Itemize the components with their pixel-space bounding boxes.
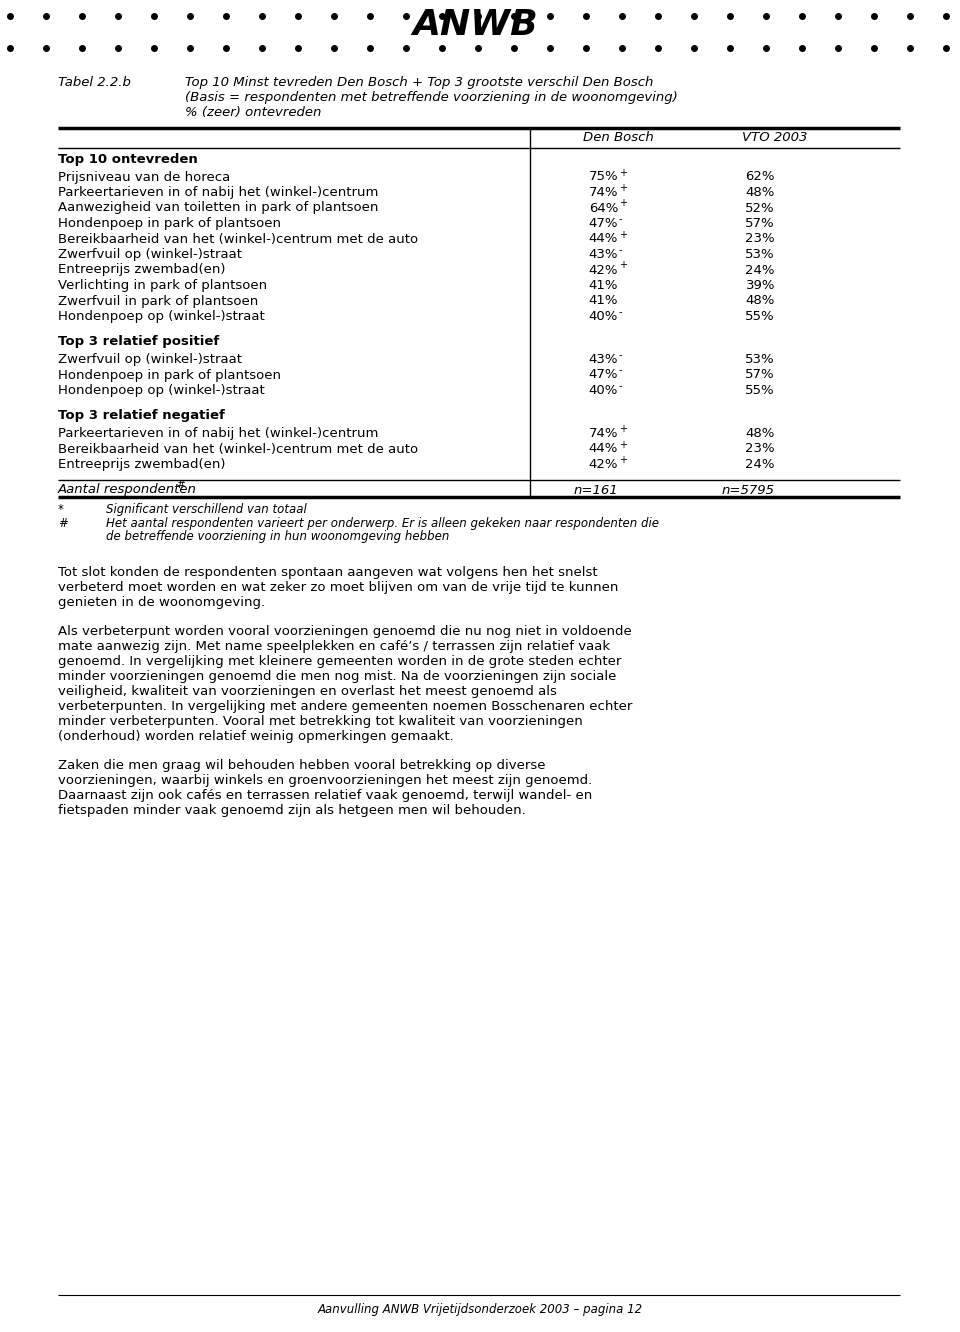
Text: 53%: 53% [745, 353, 775, 366]
Text: 41%: 41% [588, 278, 618, 292]
Text: Tabel 2.2.b: Tabel 2.2.b [58, 76, 131, 89]
Text: Zwerfvuil op (winkel-)straat: Zwerfvuil op (winkel-)straat [58, 248, 242, 261]
Text: +: + [619, 440, 627, 449]
Text: 57%: 57% [745, 217, 775, 230]
Text: Prijsniveau van de horeca: Prijsniveau van de horeca [58, 170, 230, 184]
Text: Entreeprijs zwembad(en): Entreeprijs zwembad(en) [58, 264, 226, 277]
Text: *: * [58, 503, 64, 515]
Text: 43%: 43% [588, 248, 618, 261]
Text: 55%: 55% [745, 310, 775, 322]
Text: 43%: 43% [588, 353, 618, 366]
Text: mate aanwezig zijn. Met name speelplekken en café’s / terrassen zijn relatief va: mate aanwezig zijn. Met name speelplekke… [58, 639, 611, 653]
Text: 57%: 57% [745, 369, 775, 381]
Text: -: - [619, 245, 622, 254]
Text: voorzieningen, waarbij winkels en groenvoorzieningen het meest zijn genoemd.: voorzieningen, waarbij winkels en groenv… [58, 774, 592, 787]
Text: Hondenpoep op (winkel-)straat: Hondenpoep op (winkel-)straat [58, 384, 265, 397]
Text: fietspaden minder vaak genoemd zijn als hetgeen men wil behouden.: fietspaden minder vaak genoemd zijn als … [58, 805, 526, 817]
Text: 62%: 62% [746, 170, 775, 184]
Text: Bereikbaarheid van het (winkel-)centrum met de auto: Bereikbaarheid van het (winkel-)centrum … [58, 442, 419, 456]
Text: +: + [619, 229, 627, 240]
Text: 42%: 42% [588, 264, 618, 277]
Text: Den Bosch: Den Bosch [583, 131, 654, 144]
Text: Tot slot konden de respondenten spontaan aangeven wat volgens hen het snelst: Tot slot konden de respondenten spontaan… [58, 566, 598, 579]
Text: 55%: 55% [745, 384, 775, 397]
Text: Hondenpoep in park of plantsoen: Hondenpoep in park of plantsoen [58, 369, 281, 381]
Text: 23%: 23% [745, 442, 775, 456]
Text: +: + [619, 261, 627, 270]
Text: Hondenpoep op (winkel-)straat: Hondenpoep op (winkel-)straat [58, 310, 265, 322]
Text: (Basis = respondenten met betreffende voorziening in de woonomgeving): (Basis = respondenten met betreffende vo… [185, 91, 678, 104]
Text: n=161: n=161 [573, 484, 618, 497]
Text: 44%: 44% [588, 233, 618, 245]
Text: -: - [619, 381, 622, 392]
Text: 41%: 41% [588, 294, 618, 308]
Text: verbeterpunten. In vergelijking met andere gemeenten noemen Bosschenaren echter: verbeterpunten. In vergelijking met ande… [58, 701, 633, 713]
Text: +: + [619, 424, 627, 434]
Text: 47%: 47% [588, 369, 618, 381]
Text: 44%: 44% [588, 442, 618, 456]
Text: 64%: 64% [588, 201, 618, 214]
Text: Zaken die men graag wil behouden hebben vooral betrekking op diverse: Zaken die men graag wil behouden hebben … [58, 759, 545, 773]
Text: Significant verschillend van totaal: Significant verschillend van totaal [106, 503, 307, 515]
Text: Het aantal respondenten varieert per onderwerp. Er is alleen gekeken naar respon: Het aantal respondenten varieert per ond… [106, 517, 659, 530]
Text: Bereikbaarheid van het (winkel-)centrum met de auto: Bereikbaarheid van het (winkel-)centrum … [58, 233, 419, 245]
Text: Top 3 relatief positief: Top 3 relatief positief [58, 336, 219, 349]
Text: 52%: 52% [745, 201, 775, 214]
Text: +: + [619, 182, 627, 193]
Text: de betreffende voorziening in hun woonomgeving hebben: de betreffende voorziening in hun woonom… [106, 530, 449, 543]
Text: verbeterd moet worden en wat zeker zo moet blijven om van de vrije tijd te kunne: verbeterd moet worden en wat zeker zo mo… [58, 581, 618, 594]
Text: Aanvulling ANWB Vrijetijdsonderzoek 2003 – pagina 12: Aanvulling ANWB Vrijetijdsonderzoek 2003… [318, 1303, 642, 1316]
Text: 74%: 74% [588, 186, 618, 198]
Text: 53%: 53% [745, 248, 775, 261]
Text: 48%: 48% [746, 186, 775, 198]
Text: -: - [619, 350, 622, 360]
Text: ANWB: ANWB [412, 8, 538, 43]
Text: % (zeer) ontevreden: % (zeer) ontevreden [185, 107, 322, 119]
Text: +: + [619, 198, 627, 209]
Text: (onderhoud) worden relatief weinig opmerkingen gemaakt.: (onderhoud) worden relatief weinig opmer… [58, 730, 454, 743]
Text: Entreeprijs zwembad(en): Entreeprijs zwembad(en) [58, 458, 226, 472]
Text: Daarnaast zijn ook cafés en terrassen relatief vaak genoemd, terwijl wandel- en: Daarnaast zijn ook cafés en terrassen re… [58, 789, 592, 802]
Text: 74%: 74% [588, 428, 618, 440]
Text: 48%: 48% [746, 294, 775, 308]
Text: 24%: 24% [746, 458, 775, 472]
Text: genoemd. In vergelijking met kleinere gemeenten worden in de grote steden echter: genoemd. In vergelijking met kleinere ge… [58, 655, 621, 669]
Text: +: + [619, 168, 627, 177]
Text: 42%: 42% [588, 458, 618, 472]
Text: VTO 2003: VTO 2003 [742, 131, 807, 144]
Text: minder voorzieningen genoemd die men nog mist. Na de voorzieningen zijn sociale: minder voorzieningen genoemd die men nog… [58, 670, 616, 683]
Text: -: - [619, 365, 622, 376]
Text: 75%: 75% [588, 170, 618, 184]
Text: +: + [619, 456, 627, 465]
Text: Aanwezigheid van toiletten in park of plantsoen: Aanwezigheid van toiletten in park of pl… [58, 201, 378, 214]
Text: Zwerfvuil in park of plantsoen: Zwerfvuil in park of plantsoen [58, 294, 258, 308]
Text: Parkeertarieven in of nabij het (winkel-)centrum: Parkeertarieven in of nabij het (winkel-… [58, 186, 378, 198]
Text: #: # [58, 517, 68, 530]
Text: -: - [619, 214, 622, 224]
Text: 23%: 23% [745, 233, 775, 245]
Text: 47%: 47% [588, 217, 618, 230]
Text: 40%: 40% [588, 310, 618, 322]
Text: Zwerfvuil op (winkel-)straat: Zwerfvuil op (winkel-)straat [58, 353, 242, 366]
Text: Aantal respondenten: Aantal respondenten [58, 484, 197, 497]
Text: Parkeertarieven in of nabij het (winkel-)centrum: Parkeertarieven in of nabij het (winkel-… [58, 428, 378, 440]
Text: minder verbeterpunten. Vooral met betrekking tot kwaliteit van voorzieningen: minder verbeterpunten. Vooral met betrek… [58, 715, 583, 729]
Text: -: - [619, 306, 622, 317]
Text: Top 10 Minst tevreden Den Bosch + Top 3 grootste verschil Den Bosch: Top 10 Minst tevreden Den Bosch + Top 3 … [185, 76, 654, 89]
Text: Top 10 ontevreden: Top 10 ontevreden [58, 153, 198, 166]
Text: veiligheid, kwaliteit van voorzieningen en overlast het meest genoemd als: veiligheid, kwaliteit van voorzieningen … [58, 685, 557, 698]
Text: 48%: 48% [746, 428, 775, 440]
Text: Top 3 relatief negatief: Top 3 relatief negatief [58, 409, 225, 422]
Text: 40%: 40% [588, 384, 618, 397]
Text: Als verbeterpunt worden vooral voorzieningen genoemd die nu nog niet in voldoend: Als verbeterpunt worden vooral voorzieni… [58, 625, 632, 638]
Text: Verlichting in park of plantsoen: Verlichting in park of plantsoen [58, 278, 267, 292]
Text: #: # [176, 480, 184, 489]
Text: 24%: 24% [746, 264, 775, 277]
Text: Hondenpoep in park of plantsoen: Hondenpoep in park of plantsoen [58, 217, 281, 230]
Text: genieten in de woonomgeving.: genieten in de woonomgeving. [58, 595, 265, 609]
Text: n=5795: n=5795 [722, 484, 775, 497]
Text: 39%: 39% [746, 278, 775, 292]
